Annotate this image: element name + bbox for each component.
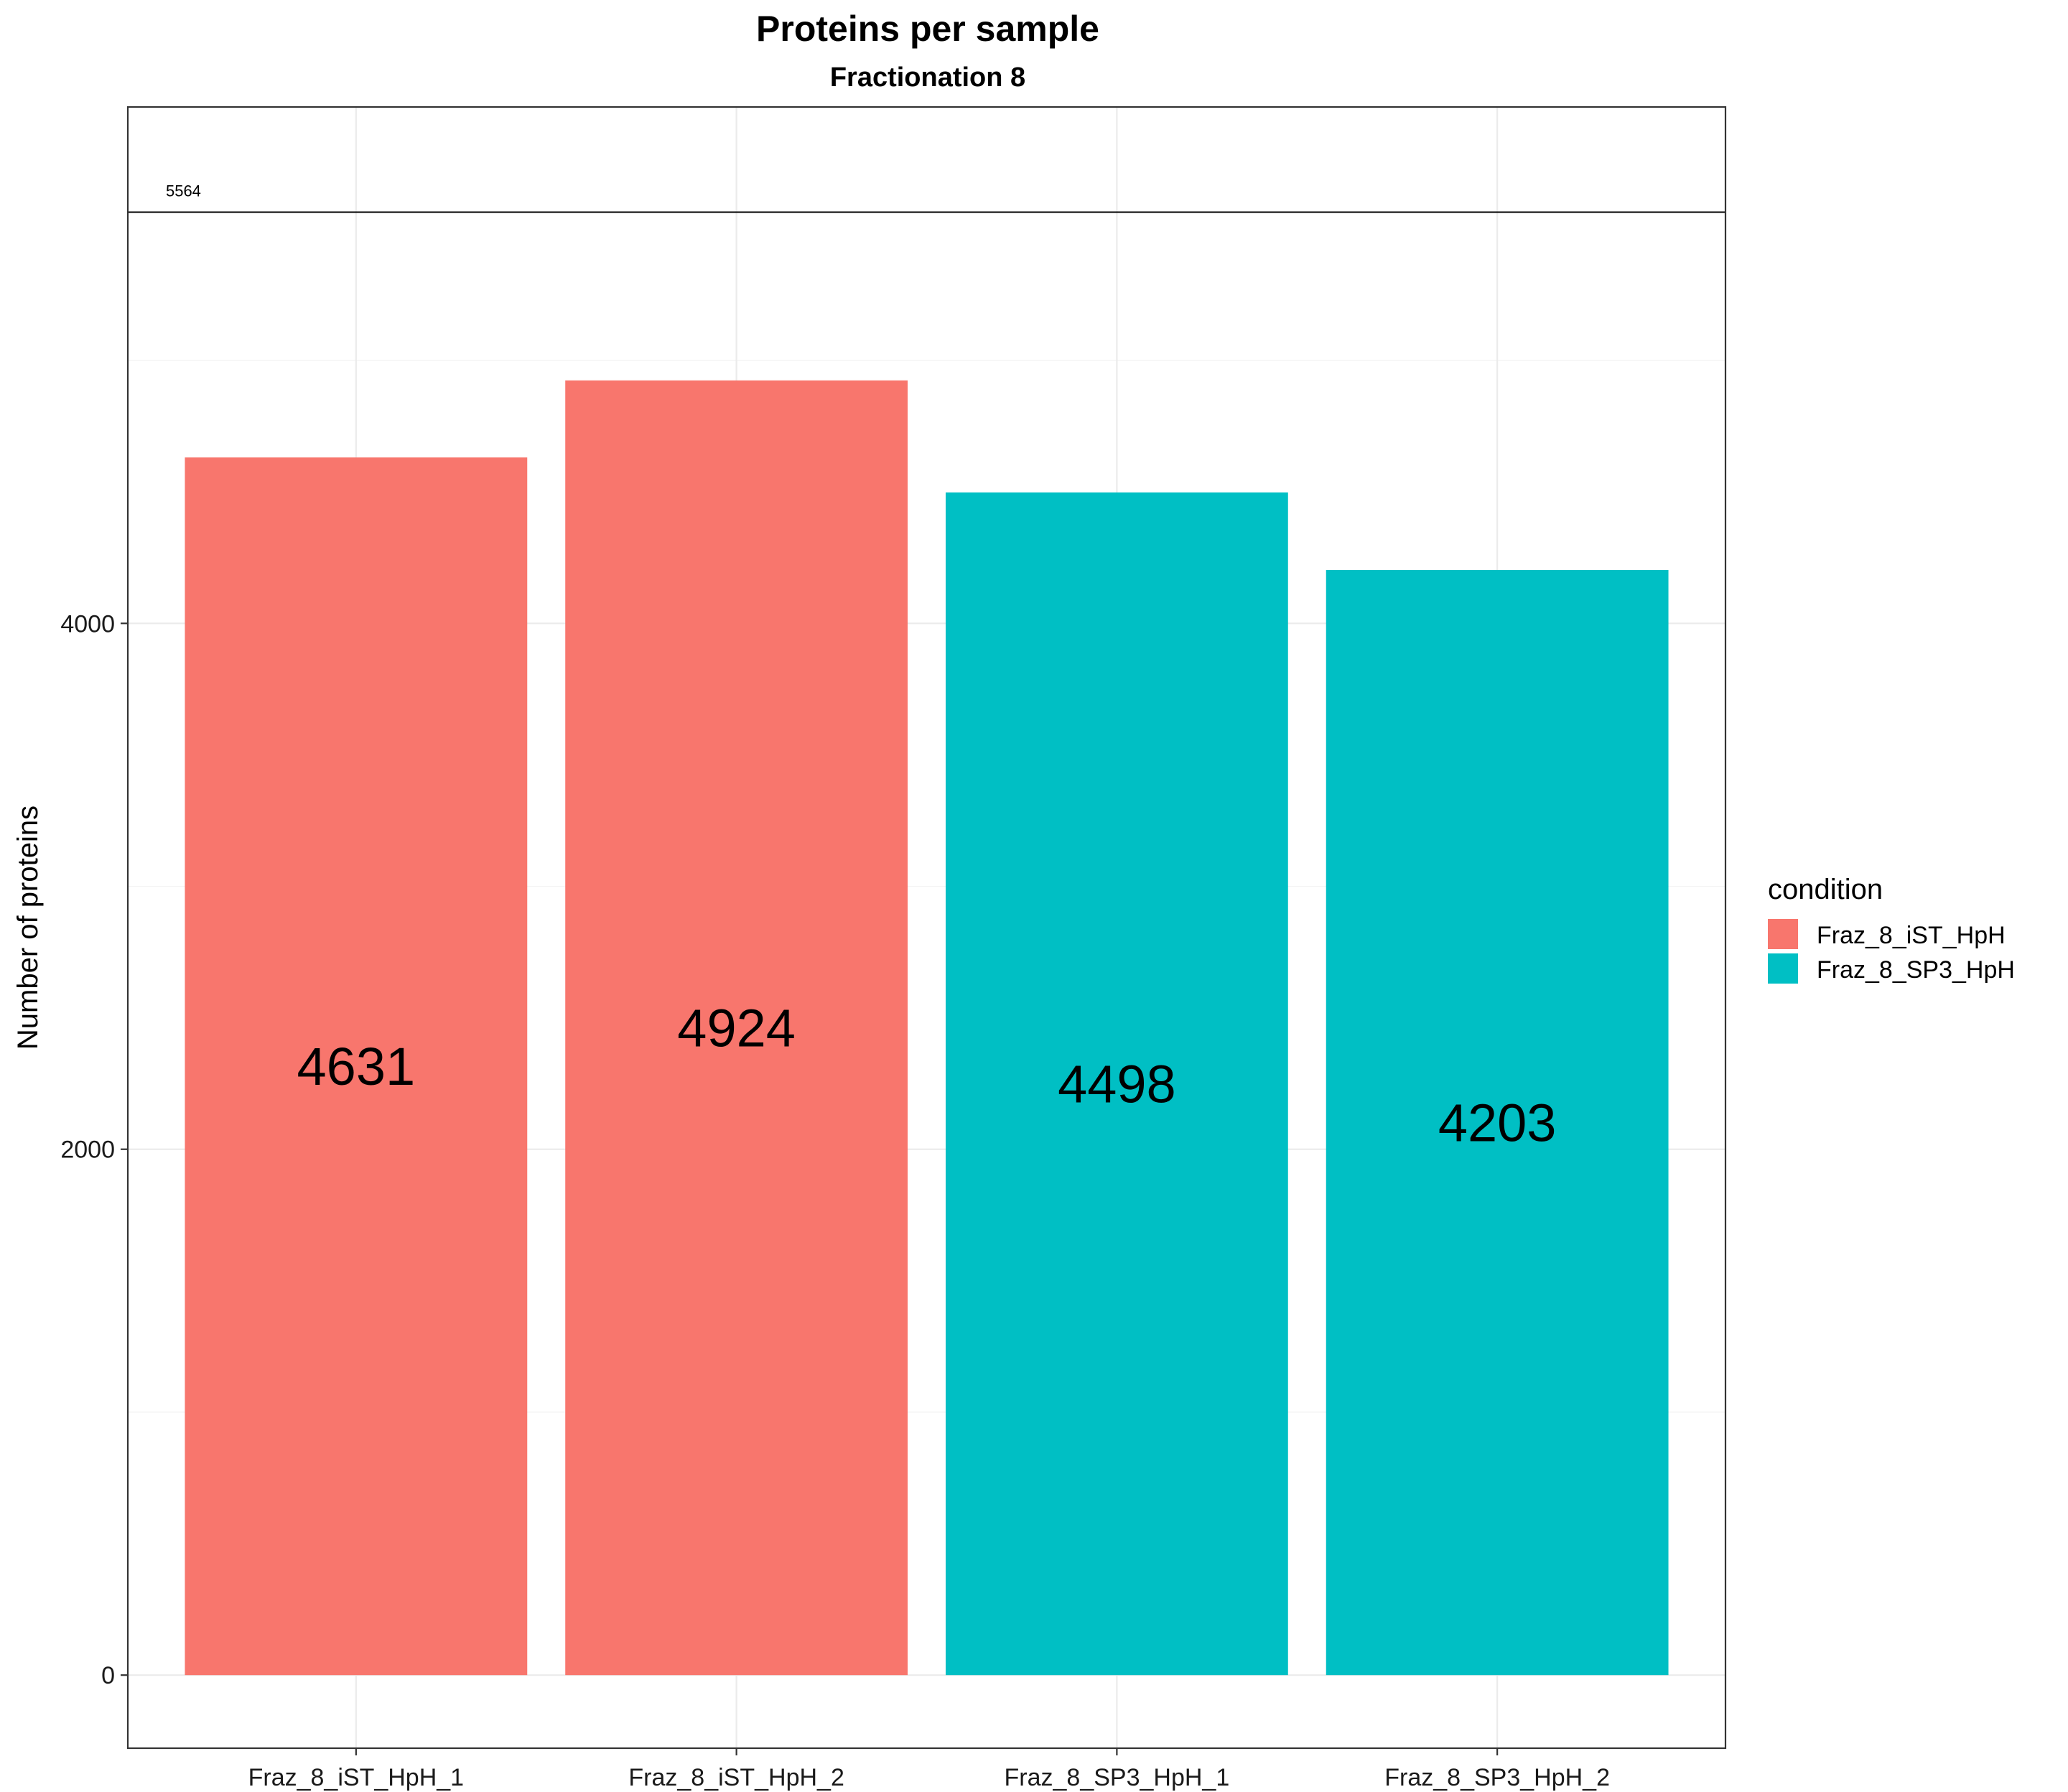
legend-key [1768, 919, 1798, 949]
legend-title: condition [1768, 874, 1883, 905]
x-tick-label: Fraz_8_iST_HpH_2 [628, 1764, 844, 1791]
plot-panel-border [126, 106, 1727, 1750]
legend: condition Fraz_8_iST_HpH Fraz_8_SP3_HpH [1768, 874, 2015, 984]
bar-data-label: 4203 [1438, 1093, 1557, 1153]
y-tick-label: 4000 [60, 610, 115, 638]
x-tick-label: Fraz_8_SP3_HpH_1 [1005, 1764, 1230, 1791]
bar-data-label: 4924 [677, 999, 796, 1058]
bar-Fraz_8_SP3_HpH_1 [945, 492, 1288, 1676]
bar-Fraz_8_SP3_HpH_2 [1326, 569, 1669, 1676]
chart-subtitle: Fractionation 8 [830, 62, 1025, 93]
bar-Fraz_8_iST_HpH_1 [185, 457, 528, 1676]
chart-title: Proteins per sample [756, 9, 1099, 49]
bars: 4631 4924 4498 4203 [185, 380, 1669, 1676]
bar-Fraz_8_iST_HpH_2 [565, 380, 908, 1676]
x-tick-label: Fraz_8_SP3_HpH_2 [1384, 1764, 1610, 1791]
y-tick-label: 2000 [60, 1137, 115, 1164]
bar-data-label: 4498 [1058, 1055, 1176, 1114]
reference-line-group: 5564 [128, 182, 1725, 213]
reference-line-label: 5564 [166, 182, 201, 200]
legend-entry-label: Fraz_8_SP3_HpH [1817, 956, 2015, 984]
y-tick-label: 0 [101, 1662, 115, 1689]
axes: 0 2000 4000 Fraz_8_iST_HpH_1 Fraz_8_iST_HpH_… [60, 610, 1610, 1791]
x-tick-label: Fraz_8_iST_HpH_1 [248, 1764, 464, 1791]
bar-data-label: 4631 [297, 1037, 416, 1096]
legend-entry-label: Fraz_8_iST_HpH [1817, 922, 2006, 949]
legend-key [1768, 953, 1798, 984]
y-axis-title: Number of proteins [12, 806, 44, 1050]
